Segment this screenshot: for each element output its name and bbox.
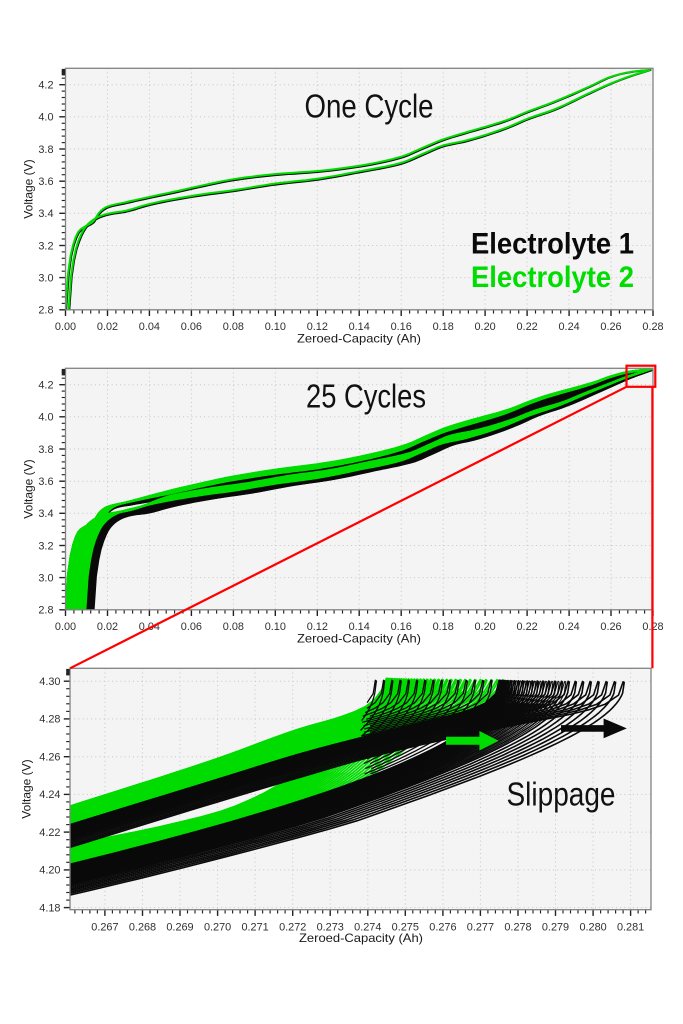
svg-text:0.280: 0.280 xyxy=(579,922,606,934)
svg-text:4.2: 4.2 xyxy=(38,380,53,392)
svg-text:0.28: 0.28 xyxy=(642,321,663,333)
svg-text:0.04: 0.04 xyxy=(139,321,160,333)
svg-text:0.22: 0.22 xyxy=(516,621,537,633)
svg-text:0.16: 0.16 xyxy=(391,621,412,633)
svg-text:4.18: 4.18 xyxy=(39,902,60,914)
svg-text:0.274: 0.274 xyxy=(354,922,381,934)
svg-text:3.6: 3.6 xyxy=(38,476,53,488)
svg-text:Voltage (V): Voltage (V) xyxy=(20,759,34,818)
svg-text:0.10: 0.10 xyxy=(265,321,286,333)
svg-text:One Cycle: One Cycle xyxy=(305,88,434,125)
svg-text:4.20: 4.20 xyxy=(39,865,60,877)
svg-text:0.272: 0.272 xyxy=(279,922,306,934)
svg-text:0.269: 0.269 xyxy=(166,922,193,934)
svg-text:3.2: 3.2 xyxy=(38,240,53,252)
svg-text:0.275: 0.275 xyxy=(392,922,419,934)
svg-text:0.24: 0.24 xyxy=(558,321,579,333)
svg-text:Electrolyte 1: Electrolyte 1 xyxy=(471,228,634,261)
svg-text:Zeroed-Capacity (Ah): Zeroed-Capacity (Ah) xyxy=(297,632,421,646)
svg-text:0.270: 0.270 xyxy=(204,922,231,934)
svg-text:0.12: 0.12 xyxy=(307,621,328,633)
svg-text:2.8: 2.8 xyxy=(38,305,53,317)
svg-text:4.2: 4.2 xyxy=(38,80,53,92)
svg-text:4.26: 4.26 xyxy=(39,752,60,764)
svg-text:0.06: 0.06 xyxy=(181,321,202,333)
svg-text:0.20: 0.20 xyxy=(474,321,495,333)
svg-text:Voltage (V): Voltage (V) xyxy=(22,159,36,218)
svg-text:0.279: 0.279 xyxy=(542,922,569,934)
svg-text:0.18: 0.18 xyxy=(433,321,454,333)
svg-text:0.16: 0.16 xyxy=(391,321,412,333)
svg-text:0.08: 0.08 xyxy=(223,321,244,333)
svg-text:0.14: 0.14 xyxy=(349,321,370,333)
svg-text:0.14: 0.14 xyxy=(349,621,370,633)
svg-text:3.6: 3.6 xyxy=(38,176,53,188)
svg-text:0.26: 0.26 xyxy=(600,621,621,633)
svg-text:4.24: 4.24 xyxy=(39,789,60,801)
svg-text:0.20: 0.20 xyxy=(474,621,495,633)
svg-text:Zeroed-Capacity (Ah): Zeroed-Capacity (Ah) xyxy=(297,332,421,346)
svg-text:3.4: 3.4 xyxy=(38,508,53,520)
svg-text:0.00: 0.00 xyxy=(55,621,76,633)
svg-text:0.08: 0.08 xyxy=(223,621,244,633)
svg-text:3.0: 3.0 xyxy=(38,572,53,584)
svg-text:0.00: 0.00 xyxy=(55,321,76,333)
svg-text:3.8: 3.8 xyxy=(38,444,53,456)
svg-text:0.267: 0.267 xyxy=(91,922,118,934)
svg-text:0.277: 0.277 xyxy=(467,922,494,934)
svg-text:3.8: 3.8 xyxy=(38,144,53,156)
svg-text:4.0: 4.0 xyxy=(38,112,53,124)
svg-text:0.276: 0.276 xyxy=(429,922,456,934)
svg-text:0.18: 0.18 xyxy=(433,621,454,633)
svg-text:0.24: 0.24 xyxy=(558,621,579,633)
svg-text:0.02: 0.02 xyxy=(97,321,118,333)
svg-text:3.0: 3.0 xyxy=(38,272,53,284)
svg-text:Zeroed-Capacity (Ah): Zeroed-Capacity (Ah) xyxy=(299,931,423,945)
svg-text:3.2: 3.2 xyxy=(38,540,53,552)
svg-text:0.273: 0.273 xyxy=(317,922,344,934)
svg-text:0.10: 0.10 xyxy=(265,621,286,633)
svg-text:Electrolyte 2: Electrolyte 2 xyxy=(471,261,634,294)
svg-text:0.271: 0.271 xyxy=(241,922,268,934)
svg-text:0.12: 0.12 xyxy=(307,321,328,333)
svg-text:4.22: 4.22 xyxy=(39,827,60,839)
svg-text:Voltage (V): Voltage (V) xyxy=(22,459,36,518)
svg-text:4.28: 4.28 xyxy=(39,714,60,726)
svg-text:0.278: 0.278 xyxy=(504,922,531,934)
svg-text:4.30: 4.30 xyxy=(39,676,60,688)
svg-text:0.02: 0.02 xyxy=(97,621,118,633)
svg-text:Slippage: Slippage xyxy=(507,776,616,813)
svg-text:4.0: 4.0 xyxy=(38,412,53,424)
svg-text:0.26: 0.26 xyxy=(600,321,621,333)
svg-text:0.281: 0.281 xyxy=(617,922,644,934)
svg-text:0.22: 0.22 xyxy=(516,321,537,333)
svg-text:3.4: 3.4 xyxy=(38,208,53,220)
svg-text:2.8: 2.8 xyxy=(38,605,53,617)
svg-text:0.06: 0.06 xyxy=(181,621,202,633)
svg-text:25 Cycles: 25 Cycles xyxy=(306,378,426,415)
svg-text:0.268: 0.268 xyxy=(129,922,156,934)
